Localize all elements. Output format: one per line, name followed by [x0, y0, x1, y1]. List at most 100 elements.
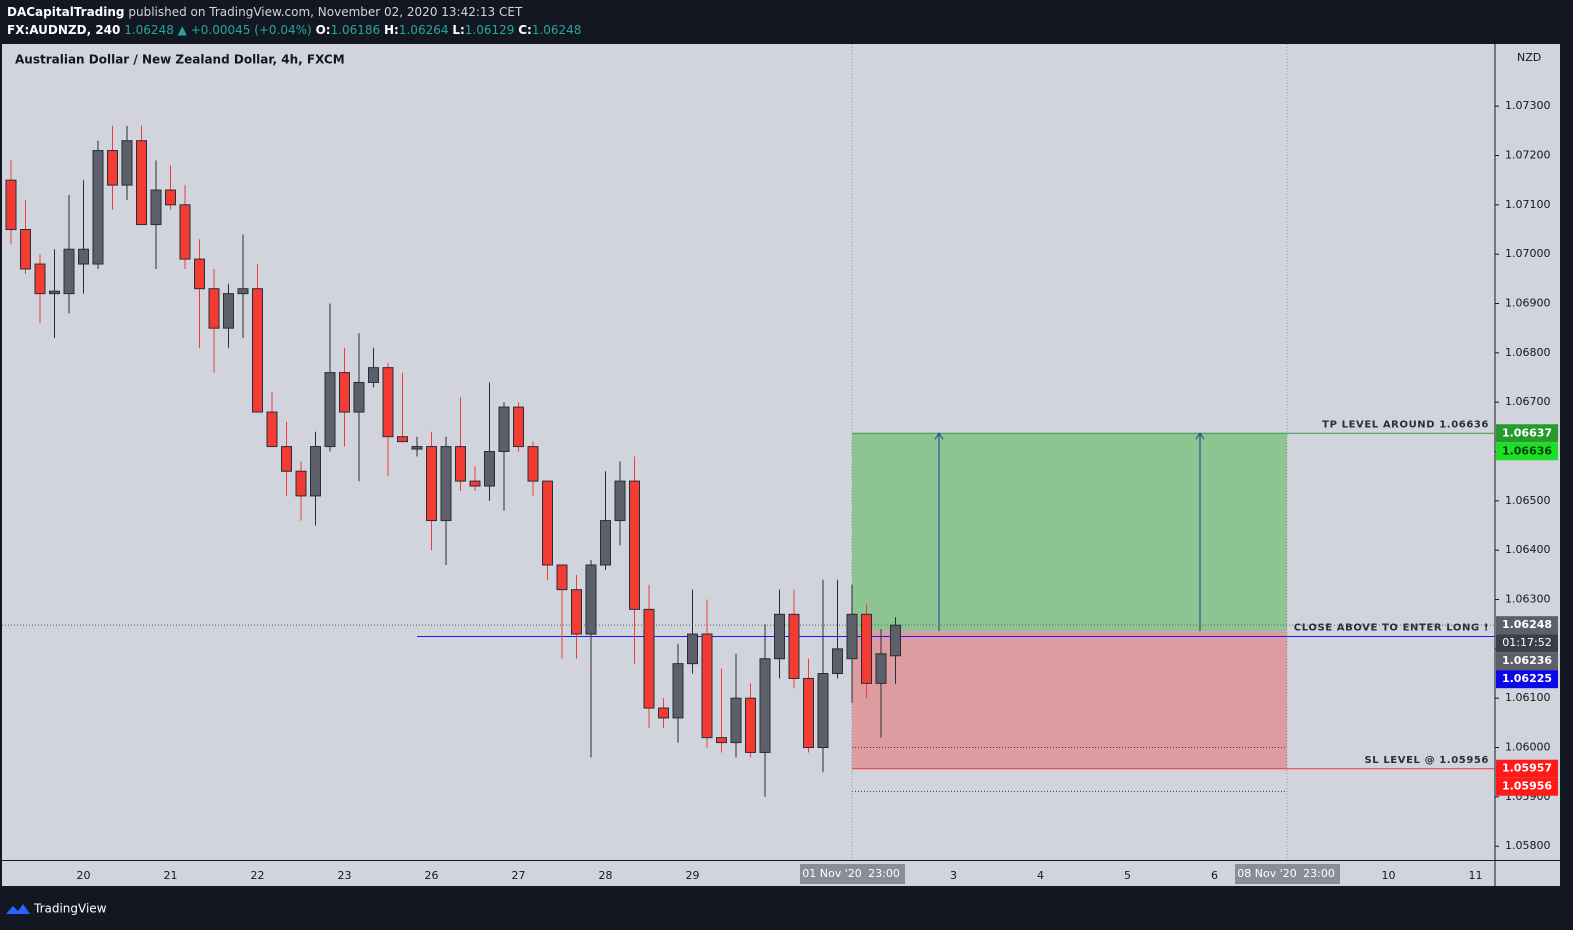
y-tick-label: 1.07200: [1505, 148, 1551, 161]
price-label: 1.06236: [1502, 654, 1552, 667]
candle-body: [600, 520, 611, 566]
candle-body: [701, 633, 713, 739]
ohlc-key: L:: [452, 23, 464, 37]
y-tick-label: 1.07100: [1505, 198, 1551, 211]
published: published on TradingView.com, November 0…: [128, 5, 523, 19]
candle-body: [498, 406, 510, 453]
candle-body: [774, 613, 785, 660]
arrow-head: [1195, 432, 1205, 440]
candle-body: [426, 446, 437, 522]
candle-body: [382, 367, 394, 438]
candle-body: [556, 564, 568, 591]
price-label: 1.05957: [1502, 762, 1552, 775]
candle-body: [803, 677, 814, 749]
candle-body: [832, 648, 843, 675]
candle-body: [890, 624, 901, 657]
candle-body: [194, 258, 205, 290]
candle-body: [223, 293, 234, 329]
header-line-1: DACapitalTrading published on TradingVie…: [7, 5, 523, 19]
candle-body: [440, 446, 452, 522]
price-label-box: [1496, 777, 1558, 796]
brand[interactable]: TradingView: [33, 902, 107, 916]
time-label-box: [1235, 864, 1340, 884]
timer: 01:17:52: [1502, 636, 1551, 649]
x-tick-label: 29: [686, 869, 700, 882]
y-tick-label: 1.06800: [1505, 346, 1551, 359]
candle-body: [745, 697, 756, 753]
candle-body: [49, 290, 60, 295]
x-tick-label: 23: [338, 869, 352, 882]
candle-body: [614, 480, 626, 522]
candle-body: [658, 707, 669, 719]
candle-body: [63, 248, 75, 295]
candle-body: [150, 189, 162, 226]
candle-body: [455, 446, 466, 482]
ohlc-key: H:: [384, 23, 399, 37]
candle-body: [411, 446, 423, 450]
header-line-2: FX:AUDNZD, 240 1.06248 ▲ +0.00045 (+0.04…: [7, 23, 581, 37]
ohlc-value: 1.06129: [465, 23, 515, 37]
x-tick-label: 5: [1124, 869, 1131, 882]
ohlc-key: O:: [316, 23, 331, 37]
price-label-box: [1496, 670, 1558, 689]
candle-body: [34, 263, 46, 295]
candle-body: [5, 179, 17, 230]
candle-body: [136, 140, 147, 226]
candle-body: [179, 204, 191, 260]
candle-body: [107, 150, 118, 186]
candle-body: [339, 372, 350, 413]
candle-body: [716, 737, 727, 744]
annotation: TP LEVEL AROUND 1.06636: [1322, 420, 1489, 431]
candle-body: [788, 613, 800, 679]
x-tick-label: 27: [512, 869, 526, 882]
candle-body: [585, 564, 597, 635]
ohlc-value: 1.06186: [331, 23, 381, 37]
price-label-box: [1496, 424, 1558, 443]
candle-body: [730, 697, 742, 744]
time-label-date: 08 Nov '20: [1237, 867, 1296, 880]
annotation: CLOSE ABOVE TO ENTER LONG !: [1294, 623, 1489, 634]
plot: 1.058001.059001.060001.061001.062001.063…: [2, 44, 1558, 884]
candle-body: [687, 633, 698, 665]
y-tick-label: 1.06500: [1505, 494, 1551, 507]
time-label-time: 23:00: [868, 867, 900, 880]
annotation: SL LEVEL @ 1.05956: [1364, 755, 1489, 766]
symbol: FX:AUDNZD, 240: [7, 23, 120, 37]
author[interactable]: DACapitalTrading: [7, 5, 125, 19]
x-tick-label: 21: [164, 869, 178, 882]
candle-body: [281, 446, 292, 472]
y-tick-label: 1.07300: [1505, 99, 1551, 112]
change: ▲ +0.00045 (+0.04%): [178, 23, 312, 37]
candle-body: [92, 150, 104, 265]
candle-body: [266, 411, 278, 448]
candle-body: [846, 613, 858, 660]
candle-body: [397, 436, 408, 443]
logo[interactable]: [6, 904, 30, 914]
candle-body: [875, 653, 887, 684]
x-tick-label: 26: [425, 869, 439, 882]
candle-body: [629, 480, 640, 610]
ohlc-value: 1.06248: [532, 23, 582, 37]
price-label: 1.06248: [1502, 618, 1552, 631]
y-tick-label: 1.06400: [1505, 543, 1551, 556]
candle-body: [20, 228, 31, 270]
last: 1.06248: [124, 23, 174, 37]
chart-title: Australian Dollar / New Zealand Dollar, …: [15, 53, 345, 67]
price-label: 1.05956: [1502, 780, 1552, 793]
x-tick-label: 20: [77, 869, 91, 882]
x-tick-label: 3: [950, 869, 957, 882]
price-label-box: [1496, 616, 1558, 635]
loss-zone: [852, 631, 1287, 769]
y-tick-label: 1.06300: [1505, 593, 1551, 606]
candle-body: [237, 288, 249, 295]
candle-body: [672, 663, 684, 719]
candle-body: [469, 480, 481, 487]
candle-body: [817, 673, 829, 749]
x-tick-label: 28: [599, 869, 613, 882]
candle-body: [252, 288, 263, 413]
time-label-time: 23:00: [1303, 867, 1335, 880]
candle-body: [861, 613, 872, 684]
candle-body: [208, 288, 220, 329]
candle-body: [295, 470, 307, 497]
